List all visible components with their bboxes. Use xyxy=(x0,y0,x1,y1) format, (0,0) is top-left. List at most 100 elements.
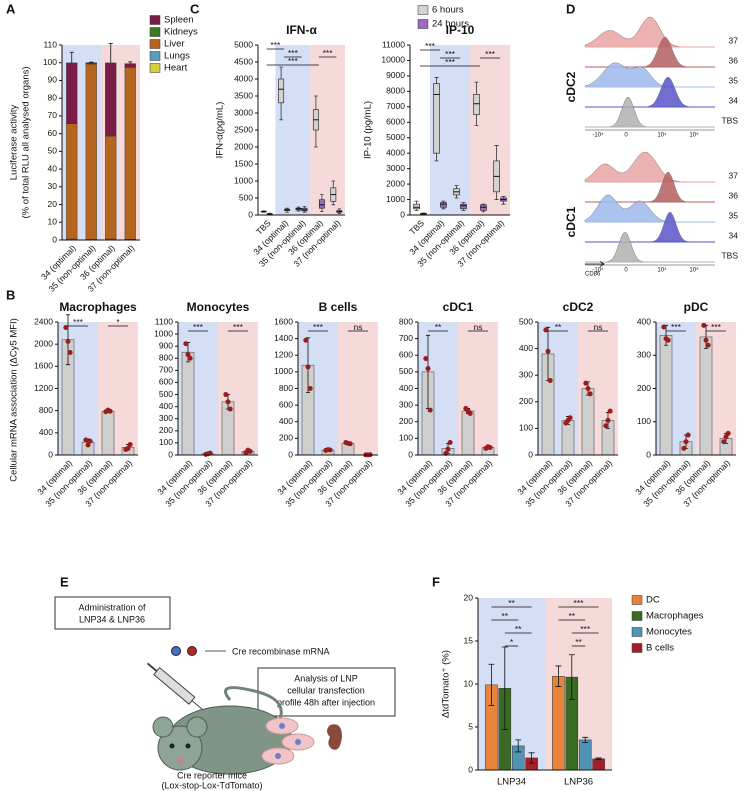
y-tick-label: 3500 xyxy=(234,90,253,100)
histogram xyxy=(585,97,715,128)
data-point xyxy=(327,447,333,453)
significance: ** xyxy=(501,611,508,621)
cell-nucleus xyxy=(275,753,281,759)
y-tick-label: 1000 xyxy=(274,366,293,376)
shade xyxy=(470,45,510,215)
panel-label: E xyxy=(60,574,69,589)
error-bar xyxy=(568,654,575,700)
y-tick-label: 700 xyxy=(399,333,413,343)
y-axis-label: Luciferase activity xyxy=(9,105,20,181)
histogram xyxy=(585,231,715,263)
y-tick-label: 900 xyxy=(159,340,173,350)
y-tick-label: 100 xyxy=(399,433,413,443)
data-point xyxy=(545,348,551,354)
significance: * xyxy=(116,317,120,327)
y-tick-label: 500 xyxy=(399,366,413,376)
mrna-label: Cre recombinase mRNA xyxy=(232,646,330,656)
box xyxy=(318,199,325,209)
bar-segment xyxy=(66,123,78,240)
y-tick-label: 0 xyxy=(400,209,405,219)
y-tick-label: 100 xyxy=(637,416,651,426)
legend-label: Monocytes xyxy=(646,627,692,638)
significance: *** xyxy=(425,41,436,51)
box xyxy=(460,203,467,210)
data-point xyxy=(107,408,113,414)
significance: *** xyxy=(580,624,591,634)
y-tick-label: 1000 xyxy=(386,194,405,204)
y-tick-label: 11000 xyxy=(382,39,405,49)
y-tick-label: 2400 xyxy=(34,316,53,326)
histogram xyxy=(584,151,715,183)
legend-swatch xyxy=(631,611,643,621)
data-point xyxy=(607,408,613,414)
mouse-eye xyxy=(185,743,191,749)
data-point xyxy=(487,445,493,451)
data-point xyxy=(587,391,593,397)
data-point xyxy=(63,325,69,331)
error-bar xyxy=(501,646,508,730)
data-point xyxy=(65,338,71,344)
syringe xyxy=(146,662,207,714)
flow-tick-label: -10⁴ xyxy=(592,132,604,139)
legend-label: DC xyxy=(646,595,660,606)
legend-swatch xyxy=(149,63,161,73)
chart-title: cDC2 xyxy=(563,300,594,314)
data-point xyxy=(447,440,453,446)
y-tick-label: 3000 xyxy=(386,163,405,173)
x-tick-label: LNP36 xyxy=(564,777,593,788)
significance: *** xyxy=(73,317,84,327)
y-tick-label: 20 xyxy=(48,199,58,209)
y-tick-label: 400 xyxy=(279,416,293,426)
y-tick-label: 200 xyxy=(637,383,651,393)
y-tick-label: 5 xyxy=(468,721,473,731)
significance: ** xyxy=(575,637,582,647)
row-label: 34 xyxy=(729,230,739,240)
significance: ns xyxy=(594,322,603,332)
flow-tick-label: -10⁴ xyxy=(592,267,604,274)
box-text: LNP34 & LNP36 xyxy=(79,614,145,624)
y-tick-label: 1000 xyxy=(154,328,173,338)
flow-tick-label: 10⁴ xyxy=(657,267,667,274)
y-tick-label: 0 xyxy=(646,449,651,459)
data-point xyxy=(583,380,589,386)
error-bar xyxy=(595,757,602,761)
significance: ns xyxy=(354,322,363,332)
legend-label: Lungs xyxy=(164,51,190,62)
y-tick-label: 800 xyxy=(39,405,53,415)
y-tick-label: 600 xyxy=(399,350,413,360)
legend-label: Kidneys xyxy=(164,27,198,38)
data-point xyxy=(685,432,691,438)
significance: *** xyxy=(313,322,324,332)
data-point xyxy=(721,439,727,445)
box xyxy=(413,203,420,210)
data-point xyxy=(303,337,309,343)
y-tick-label: 5000 xyxy=(234,39,253,49)
bar xyxy=(101,410,115,456)
significance: ** xyxy=(508,598,515,608)
y-tick-label: 15 xyxy=(464,635,474,645)
box xyxy=(278,78,285,104)
y-tick-label: 1500 xyxy=(234,158,253,168)
data-point xyxy=(347,441,353,447)
y-tick-label: 200 xyxy=(279,433,293,443)
legend-swatch xyxy=(149,15,161,25)
y-tick-label: 1200 xyxy=(274,350,293,360)
y-tick-label: 400 xyxy=(519,343,533,353)
row-label: 36 xyxy=(729,55,739,65)
y-axis-label: (% of total RLU all analysed organs) xyxy=(21,66,32,218)
y-tick-label: 100 xyxy=(519,423,533,433)
data-point xyxy=(665,337,671,343)
y-tick-label: 400 xyxy=(637,316,651,326)
y-tick-label: 50 xyxy=(48,146,58,156)
shade xyxy=(275,45,311,215)
flow-tick-label: 10⁵ xyxy=(689,267,699,274)
flow-arrow xyxy=(585,261,605,267)
data-point xyxy=(305,364,311,370)
error-bar xyxy=(108,43,113,63)
y-tick-label: 40 xyxy=(48,163,58,173)
y-tick-label: 110 xyxy=(43,39,57,49)
error-bar xyxy=(89,61,94,63)
data-point xyxy=(87,438,93,444)
data-point xyxy=(683,439,689,445)
y-tick-label: 2500 xyxy=(234,124,253,134)
